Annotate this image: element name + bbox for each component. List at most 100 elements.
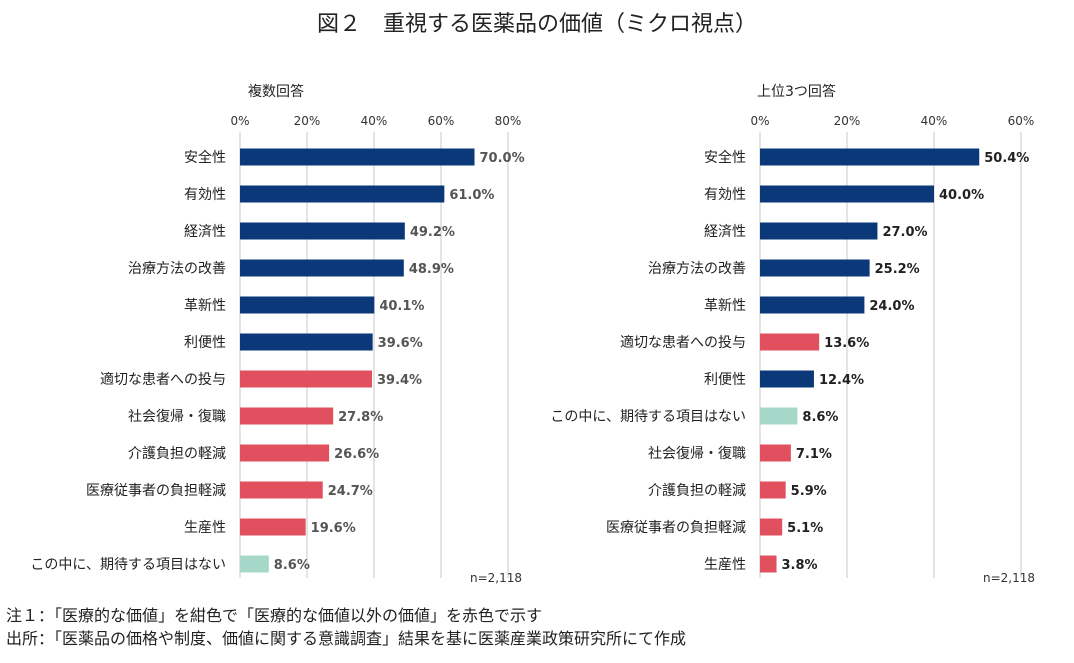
value-label: 49.2% [410,225,455,240]
x-tick-label: 20% [834,114,861,128]
bar-row: 有効性 40.0% [704,185,984,203]
bar-non_medical [760,518,783,536]
category-label: 医療従事者の負担軽減 [606,519,746,536]
x-tick-label: 60% [1008,114,1035,128]
bar-non_medical [760,555,777,573]
bar-row: 介護負担の軽減 26.6% [128,444,379,462]
bar-non_medical [240,370,372,388]
bar-non_medical [760,333,820,351]
category-label: 適切な患者への投与 [620,334,746,351]
bar-row: 医療従事者の負担軽減 5.1% [606,518,823,536]
note-color-legend: 注１：「医療的な価値」を紺色で「医療的な価値以外の価値」を赤色で示す [6,606,543,625]
bar-row: この中に、期待する項目はない 8.6% [30,555,310,573]
chart-multiple-answers: 複数回答 0% 20% 40% 60% 80% 安全性 70.0% 有効性 61.0% 経済性 49.… [30,83,525,585]
bar-none [240,555,269,573]
value-label: 24.7% [328,484,373,499]
category-label: 有効性 [704,187,746,203]
chart-top3-answers: 上位3つ回答 0% 20% 40% 60% 安全性 50.4% 有効性 40.0% 経済性 27.0… [550,83,1035,585]
value-label: 19.6% [311,521,356,536]
bar-row: この中に、期待する項目はない 8.6% [550,407,838,425]
value-label: 39.6% [378,336,423,351]
value-label: 40.0% [939,188,984,203]
category-label: 利便性 [704,372,746,388]
category-label: 治療方法の改善 [648,260,746,277]
bar-medical [240,296,375,314]
category-label: 経済性 [704,224,746,240]
bar-row: 治療方法の改善 48.9% [128,259,454,277]
bar-row: 革新性 24.0% [704,296,915,314]
category-label: 経済性 [184,224,226,240]
x-tick-label: 40% [921,114,948,128]
value-label: 8.6% [802,410,838,425]
x-tick-label: 0% [230,114,249,128]
category-label: 安全性 [704,149,746,166]
bar-non_medical [240,518,306,536]
bar-row: 生産性 3.8% [704,555,818,573]
value-label: 48.9% [409,262,454,277]
value-label: 39.4% [377,373,422,388]
value-label: 25.2% [875,262,920,277]
bar-row: 適切な患者への投与 13.6% [620,333,869,351]
value-label: 26.6% [334,447,379,462]
category-label: 有効性 [184,187,226,203]
bar-non_medical [760,444,791,462]
category-label: 介護負担の軽減 [648,482,746,499]
value-label: 13.6% [824,336,869,351]
bar-medical [240,148,475,166]
bar-none [760,407,798,425]
x-tick-label: 40% [361,114,388,128]
bar-medical [760,259,870,277]
bar-row: 生産性 19.6% [184,518,356,536]
bar-row: 安全性 50.4% [704,148,1029,166]
category-label: 社会復帰・復職 [648,445,746,462]
value-label: 27.8% [338,410,383,425]
note-source: 出所：「医薬品の価格や制度、価値に関する意識調査」結果を基に医薬産業政策研究所に… [6,629,687,648]
value-label: 8.6% [274,558,310,573]
bar-row: 社会復帰・復職 27.8% [128,407,383,425]
category-label: 介護負担の軽減 [128,445,226,462]
sample-size-label: n=2,118 [983,571,1035,585]
bar-medical [240,222,405,240]
bar-medical [240,333,373,351]
value-label: 70.0% [480,151,525,166]
value-label: 61.0% [449,188,494,203]
bar-medical [760,148,980,166]
sample-size-label: n=2,118 [470,571,522,585]
value-label: 24.0% [869,299,914,314]
category-label: この中に、期待する項目はない [550,409,746,425]
bar-medical [240,185,445,203]
bar-row: 社会復帰・復職 7.1% [648,444,832,462]
value-label: 7.1% [796,447,832,462]
bar-non_medical [760,481,786,499]
value-label: 40.1% [379,299,424,314]
bar-row: 利便性 39.6% [184,333,423,351]
category-label: 生産性 [704,557,746,573]
value-label: 3.8% [782,558,818,573]
bar-row: 利便性 12.4% [704,370,864,388]
bar-medical [760,296,865,314]
chart-title: 複数回答 [248,83,304,100]
notes: 注１：「医療的な価値」を紺色で「医療的な価値以外の価値」を赤色で示す 出所：「医… [6,604,1066,650]
category-label: 適切な患者への投与 [100,371,226,388]
value-label: 12.4% [819,373,864,388]
bar-medical [760,370,814,388]
bar-non_medical [240,407,334,425]
category-label: 革新性 [704,298,746,314]
bar-medical [760,185,934,203]
bar-medical [240,259,404,277]
bar-row: 経済性 27.0% [704,222,928,240]
x-tick-label: 80% [495,114,522,128]
category-label: 安全性 [184,149,226,166]
value-label: 50.4% [984,151,1029,166]
figure-title: 図２ 重視する医薬品の価値（ミクロ視点） [316,12,757,37]
bar-row: 有効性 61.0% [184,185,494,203]
value-label: 27.0% [882,225,927,240]
chart-title: 上位3つ回答 [757,83,836,100]
bar-row: 安全性 70.0% [184,148,525,166]
category-label: 利便性 [184,335,226,351]
bar-row: 経済性 49.2% [184,222,455,240]
bar-row: 介護負担の軽減 5.9% [648,481,827,499]
bar-row: 革新性 40.1% [184,296,424,314]
bar-row: 医療従事者の負担軽減 24.7% [86,481,373,499]
bar-row: 治療方法の改善 25.2% [648,259,920,277]
